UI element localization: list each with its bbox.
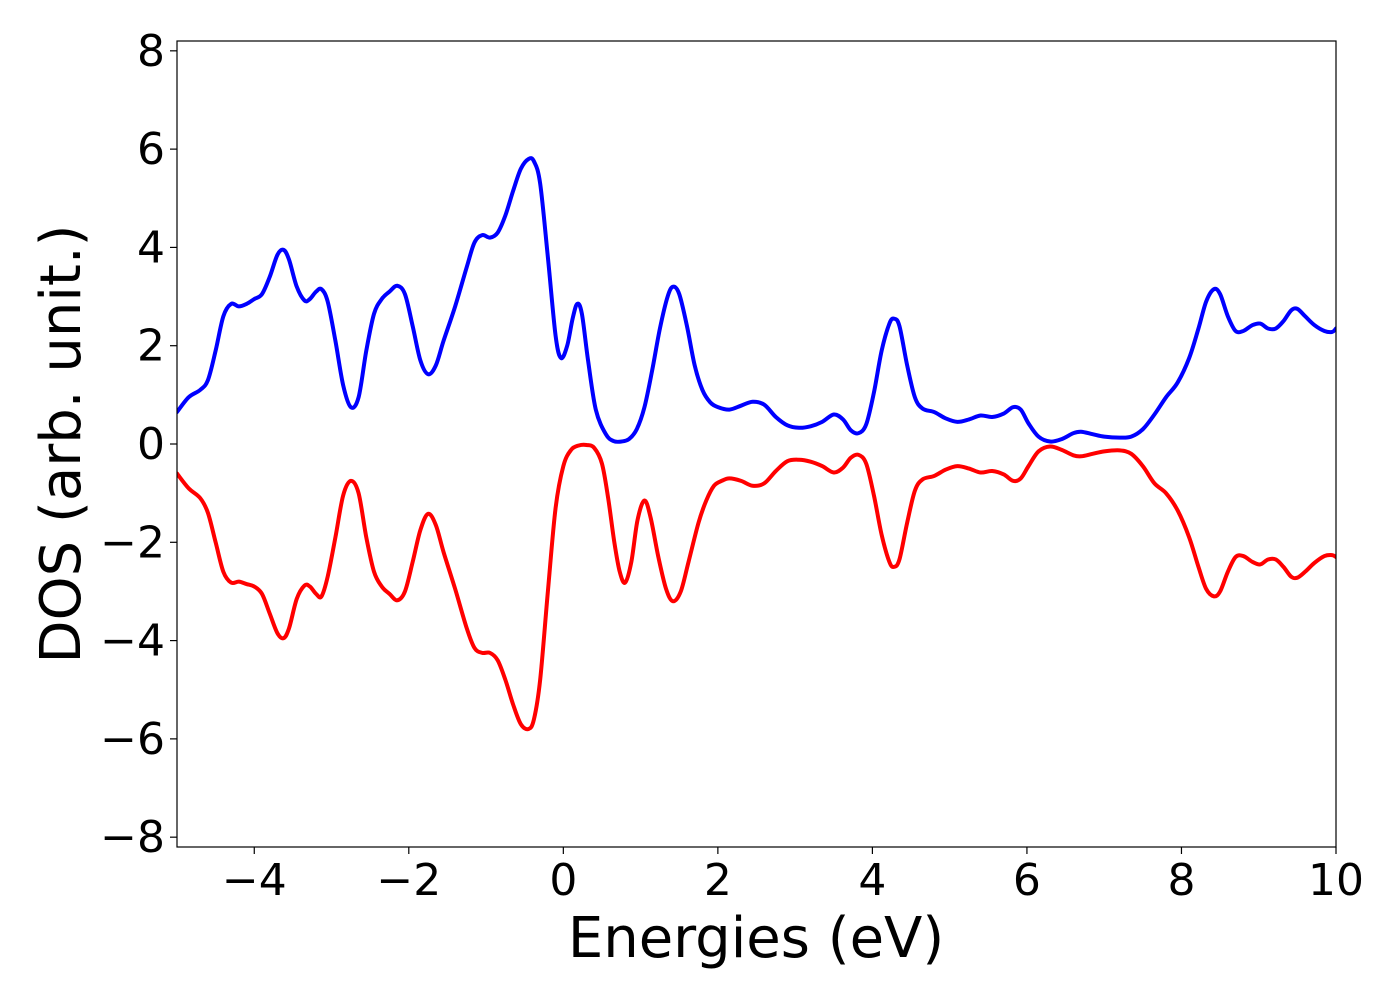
x-tick-label: 4 xyxy=(858,855,886,906)
y-tick-label: 2 xyxy=(137,321,165,372)
x-axis-ticks: −4 −2 0 2 4 6 8 10 xyxy=(222,847,1364,906)
x-tick-label: 0 xyxy=(549,855,577,906)
y-tick-label: −8 xyxy=(100,812,165,863)
y-tick-label: 0 xyxy=(137,419,165,470)
y-tick-label: 4 xyxy=(137,222,165,273)
series-line-down xyxy=(177,442,1336,732)
y-tick-label: −2 xyxy=(100,517,165,568)
x-tick-label: −2 xyxy=(376,855,441,906)
y-tick-label: −6 xyxy=(100,714,165,765)
x-tick-label: −4 xyxy=(222,855,287,906)
y-axis-label: DOS (arb. unit.) xyxy=(29,224,94,663)
x-tick-label: 8 xyxy=(1167,855,1195,906)
x-axis-label: Energies (eV) xyxy=(568,906,944,971)
y-axis-ticks: −8 −6 −4 −2 0 2 4 6 8 xyxy=(100,26,177,863)
series-line-up xyxy=(177,156,1336,444)
plot-lines xyxy=(177,156,1336,732)
y-tick-label: 6 xyxy=(137,124,165,175)
x-tick-label: 10 xyxy=(1308,855,1364,906)
x-tick-label: 2 xyxy=(704,855,732,906)
y-tick-label: −4 xyxy=(100,616,165,667)
x-tick-label: 6 xyxy=(1013,855,1041,906)
y-tick-label: 8 xyxy=(137,26,165,77)
